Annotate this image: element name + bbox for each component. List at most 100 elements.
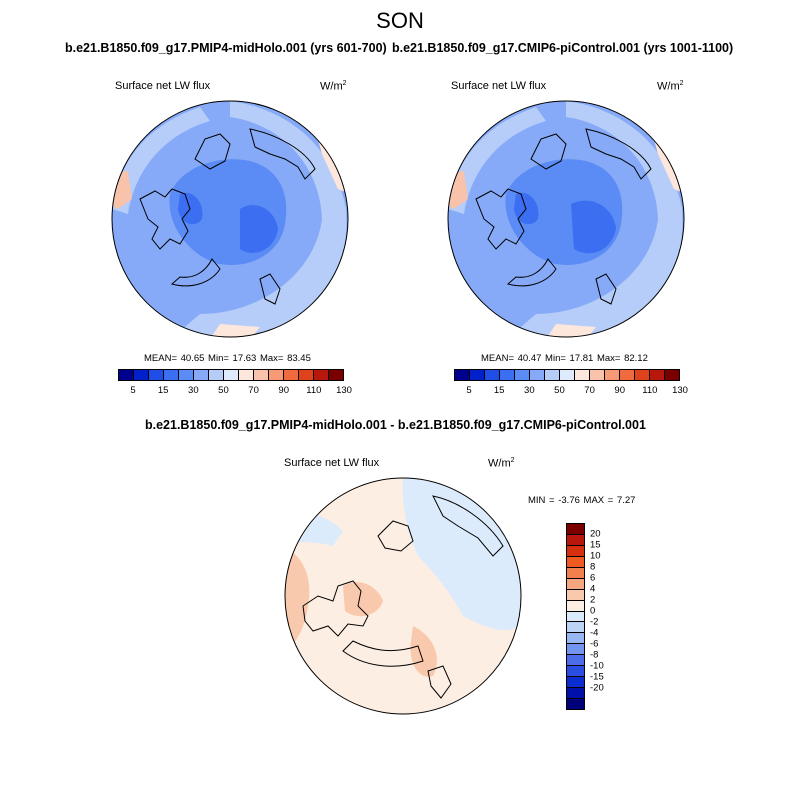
colorbar-swatch — [575, 370, 590, 380]
colorbar-swatch — [567, 688, 584, 699]
colorbar-swatch — [329, 370, 343, 380]
colorbar-swatch — [567, 600, 584, 612]
colorbar-tick-label: 30 — [524, 385, 535, 396]
colorbar-tick-label: 8 — [590, 561, 596, 573]
colorbar-swatch — [605, 370, 620, 380]
colorbar-swatch — [567, 677, 584, 689]
colorbar-swatch — [567, 655, 584, 667]
colorbar-tick-label: -8 — [590, 649, 599, 661]
colorbar-tick-label: 70 — [248, 385, 259, 396]
coastline — [530, 133, 567, 170]
colorbar-swatch — [485, 370, 500, 380]
colorbar-swatch — [515, 370, 530, 380]
colorbar-tick-label: 30 — [188, 385, 199, 396]
map-pale-band — [180, 101, 347, 337]
colorbar-swatch — [665, 370, 679, 380]
panel-2-units: W/m2 — [657, 80, 684, 93]
panel-2-polar-map — [447, 100, 685, 338]
colorbar-swatch — [530, 370, 545, 380]
map-positive-patch — [343, 581, 383, 617]
colorbar-swatch — [455, 370, 470, 380]
coastline — [377, 520, 414, 552]
panel-1-units: W/m2 — [320, 80, 347, 93]
colorbar-swatch — [314, 370, 329, 380]
colorbar-swatch — [567, 633, 584, 645]
colorbar-tick-label: 110 — [642, 385, 658, 396]
panel-2-colorbar — [454, 369, 680, 381]
panel-2-field-label: Surface net LW flux — [451, 80, 547, 92]
map-positive-patch — [410, 626, 437, 677]
colorbar-swatch — [567, 611, 584, 623]
colorbar-tick-label: 130 — [336, 385, 352, 396]
colorbar-swatch — [567, 622, 584, 634]
coastline — [259, 273, 281, 305]
colorbar-tick-label: 5 — [130, 385, 136, 396]
colorbar-tick-label: 130 — [672, 385, 688, 396]
coastline — [595, 273, 617, 305]
coastline — [506, 258, 557, 287]
colorbar-swatch — [567, 534, 584, 546]
colorbar-tick-label: -6 — [590, 638, 599, 650]
colorbar-swatch — [567, 556, 584, 568]
panel-1-colorbar-ticks: 5 15 30 50 70 90 110 130 — [118, 385, 352, 397]
colorbar-tick-label: 70 — [584, 385, 595, 396]
coastline — [194, 133, 231, 170]
coastline — [302, 580, 369, 637]
coastline — [342, 640, 424, 667]
colorbar-swatch — [567, 578, 584, 590]
colorbar-tick-label: 4 — [590, 583, 596, 595]
season-title: SON — [376, 8, 424, 33]
colorbar-swatch — [620, 370, 635, 380]
colorbar-swatch — [470, 370, 485, 380]
colorbar-tick-label: -20 — [590, 682, 604, 694]
coastline — [432, 495, 504, 557]
colorbar-swatch — [567, 666, 584, 678]
colorbar-tick-label: 6 — [590, 572, 596, 584]
diff-colorbar-ticks: 20 15 10 8 6 4 2 0 -2 -4 -6 -8 -10 -15 -20 — [590, 523, 620, 710]
colorbar-tick-label: 90 — [614, 385, 626, 396]
colorbar-tick-label: 0 — [590, 605, 596, 617]
colorbar-swatch — [284, 370, 299, 380]
colorbar-tick-label: 5 — [466, 385, 472, 396]
colorbar-swatch — [567, 644, 584, 656]
coastline — [585, 128, 652, 180]
panel-1-polar-map — [111, 100, 349, 338]
coastline — [139, 188, 191, 250]
coastline — [475, 188, 527, 250]
colorbar-swatch — [194, 370, 209, 380]
colorbar-swatch — [500, 370, 515, 380]
map-positive-patch — [285, 546, 310, 651]
diff-colorbar — [566, 523, 585, 710]
colorbar-swatch — [119, 370, 134, 380]
colorbar-swatch — [635, 370, 650, 380]
colorbar-swatch — [224, 370, 239, 380]
diff-run-title: b.e21.B1850.f09_g17.PMIP4-midHolo.001 - … — [145, 418, 646, 432]
colorbar-swatch — [134, 370, 149, 380]
colorbar-swatch — [590, 370, 605, 380]
colorbar-swatch — [567, 699, 584, 709]
colorbar-swatch — [164, 370, 179, 380]
colorbar-tick-label: 15 — [157, 385, 169, 396]
coastline — [170, 258, 221, 287]
colorbar-tick-label: -2 — [590, 616, 599, 628]
panel-1-run-title: b.e21.B1850.f09_g17.PMIP4-midHolo.001 (y… — [65, 41, 387, 55]
colorbar-tick-label: 15 — [590, 539, 601, 551]
map-cold-core — [240, 205, 278, 253]
coastline — [427, 665, 452, 699]
colorbar-tick-label: 10 — [590, 550, 601, 562]
colorbar-swatch — [179, 370, 194, 380]
colorbar-tick-label: 2 — [590, 594, 596, 606]
panel-2-stats: MEAN= 40.47 Min= 17.81 Max= 82.12 — [481, 353, 648, 364]
colorbar-swatch — [567, 567, 584, 579]
colorbar-swatch — [269, 370, 284, 380]
panel-1-stats: MEAN= 40.65 Min= 17.63 Max= 83.45 — [144, 353, 311, 364]
colorbar-tick-label: -15 — [590, 671, 604, 683]
colorbar-swatch — [545, 370, 560, 380]
colorbar-swatch — [209, 370, 224, 380]
colorbar-swatch — [567, 524, 584, 535]
colorbar-swatch — [149, 370, 164, 380]
diff-field-label: Surface net LW flux — [284, 457, 380, 469]
panel-1-field-label: Surface net LW flux — [115, 80, 211, 92]
panel-2-run-title: b.e21.B1850.f09_g17.CMIP6-piControl.001 … — [392, 41, 734, 55]
diff-polar-map — [284, 477, 522, 715]
